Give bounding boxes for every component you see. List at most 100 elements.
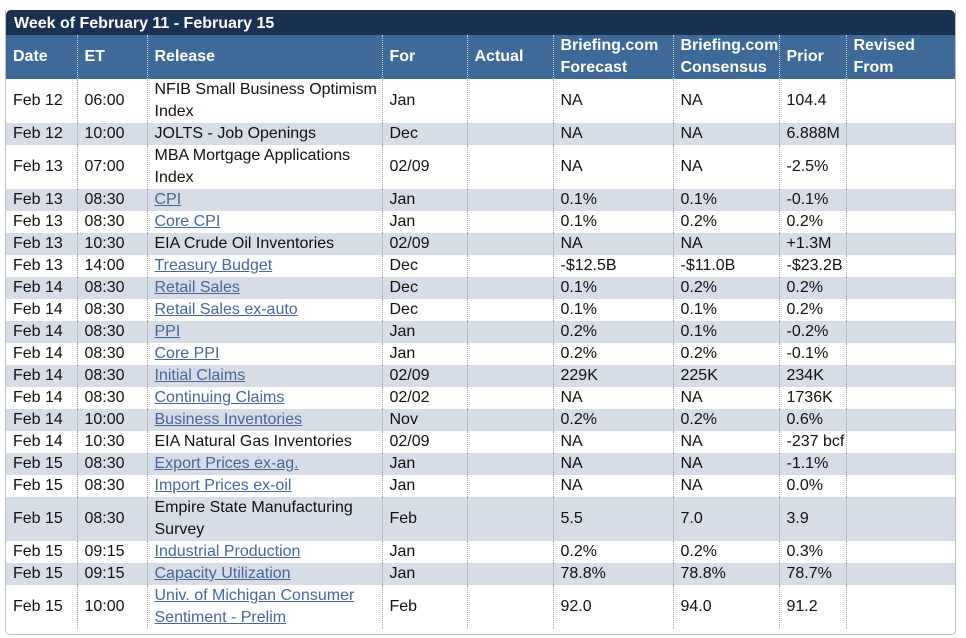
actual-cell: [467, 145, 554, 189]
revised-from-cell: [846, 585, 955, 629]
release-link[interactable]: CPI: [154, 191, 182, 208]
period-cell: Jan: [382, 79, 468, 123]
period-cell: Dec: [382, 123, 468, 145]
actual-cell: [467, 79, 554, 123]
date-cell: Feb 15: [6, 475, 78, 497]
release-link[interactable]: Import Prices ex-oil: [154, 477, 292, 494]
revised-from-cell: [846, 343, 955, 365]
release-cell: PPI: [147, 321, 383, 343]
release-link[interactable]: Retail Sales: [154, 279, 240, 296]
period-cell: Jan: [382, 453, 468, 475]
revised-from-cell: [846, 79, 955, 123]
actual-cell: [467, 541, 554, 563]
date-cell: Feb 15: [6, 563, 78, 585]
revised-from-cell: [846, 233, 955, 255]
consensus-cell: NA: [673, 233, 780, 255]
release-link[interactable]: Core PPI: [154, 345, 220, 362]
actual-cell: [467, 585, 554, 629]
col-header-actual: Actual: [467, 35, 554, 79]
revised-from-cell: [846, 541, 955, 563]
revised-from-cell: [846, 387, 955, 409]
actual-cell: [467, 233, 554, 255]
revised-from-cell: [846, 211, 955, 233]
table-row: Feb 13 08:30 CPI Jan 0.1% 0.1% -0.1%: [6, 189, 955, 211]
date-cell: Feb 14: [6, 321, 78, 343]
forecast-cell: NA: [553, 475, 674, 497]
actual-cell: [467, 123, 554, 145]
prior-cell: 0.2%: [779, 277, 847, 299]
consensus-cell: 0.2%: [673, 409, 780, 431]
actual-cell: [467, 563, 554, 585]
forecast-cell: NA: [553, 387, 674, 409]
release-cell: Retail Sales ex-auto: [147, 299, 383, 321]
period-cell: Jan: [382, 321, 468, 343]
date-cell: Feb 14: [6, 277, 78, 299]
revised-from-cell: [846, 563, 955, 585]
table-row: Feb 14 08:30 Core PPI Jan 0.2% 0.2% -0.1%: [6, 343, 955, 365]
table-row: Feb 15 09:15 Industrial Production Jan 0.2% 0…: [6, 541, 955, 563]
release-link[interactable]: PPI: [154, 323, 181, 340]
calendar-table: Date ET Release For Actual Briefing.com …: [6, 35, 955, 629]
col-header-forecast: Briefing.com Forecast: [553, 35, 674, 79]
release-cell: Treasury Budget: [147, 255, 383, 277]
time-cell: 08:30: [77, 475, 148, 497]
release-link[interactable]: Export Prices ex-ag.: [154, 455, 299, 472]
release-cell: NFIB Small Business Optimism Index: [147, 79, 383, 123]
forecast-cell: -$12.5B: [553, 255, 674, 277]
forecast-cell: 0.2%: [553, 409, 674, 431]
table-row: Feb 15 08:30 Export Prices ex-ag. Jan NA NA -1…: [6, 453, 955, 475]
time-cell: 08:30: [77, 321, 148, 343]
week-title: Week of February 11 - February 15: [6, 10, 955, 35]
release-link[interactable]: Core CPI: [154, 213, 221, 230]
release-link[interactable]: Retail Sales ex-auto: [154, 301, 298, 318]
revised-from-cell: [846, 321, 955, 343]
actual-cell: [467, 497, 554, 541]
actual-cell: [467, 255, 554, 277]
revised-from-cell: [846, 409, 955, 431]
time-cell: 08:30: [77, 387, 148, 409]
release-link[interactable]: Industrial Production: [154, 543, 301, 560]
release-link[interactable]: Univ. of Michigan Consumer Sentiment - P…: [154, 587, 355, 626]
release-cell: CPI: [147, 189, 383, 211]
prior-cell: 0.2%: [779, 211, 847, 233]
time-cell: 14:00: [77, 255, 148, 277]
period-cell: Nov: [382, 409, 468, 431]
consensus-cell: -$11.0B: [673, 255, 780, 277]
prior-cell: -0.1%: [779, 189, 847, 211]
release-link[interactable]: Treasury Budget: [154, 257, 273, 274]
revised-from-cell: [846, 123, 955, 145]
release-cell: Industrial Production: [147, 541, 383, 563]
period-cell: 02/02: [382, 387, 468, 409]
top-right-link[interactable]: [868, 0, 958, 2]
time-cell: 08:30: [77, 365, 148, 387]
col-header-et: ET: [77, 35, 148, 79]
prior-cell: 0.6%: [779, 409, 847, 431]
prior-cell: -0.2%: [779, 321, 847, 343]
consensus-cell: 0.1%: [673, 321, 780, 343]
forecast-cell: NA: [553, 453, 674, 475]
release-cell: Core CPI: [147, 211, 383, 233]
actual-cell: [467, 321, 554, 343]
time-cell: 08:30: [77, 343, 148, 365]
prior-cell: -0.1%: [779, 343, 847, 365]
period-cell: Jan: [382, 475, 468, 497]
revised-from-cell: [846, 189, 955, 211]
release-cell: Retail Sales: [147, 277, 383, 299]
date-cell: Feb 14: [6, 365, 78, 387]
period-cell: 02/09: [382, 145, 468, 189]
release-link[interactable]: Capacity Utilization: [154, 565, 291, 582]
time-cell: 09:15: [77, 563, 148, 585]
release-cell: EIA Natural Gas Inventories: [147, 431, 383, 453]
table-row: Feb 13 14:00 Treasury Budget Dec -$12.5B -$11…: [6, 255, 955, 277]
period-cell: Dec: [382, 255, 468, 277]
period-cell: Dec: [382, 299, 468, 321]
consensus-cell: 7.0: [673, 497, 780, 541]
release-link[interactable]: Continuing Claims: [154, 389, 285, 406]
actual-cell: [467, 453, 554, 475]
release-link[interactable]: Initial Claims: [154, 367, 246, 384]
date-cell: Feb 12: [6, 123, 78, 145]
col-header-prior: Prior: [779, 35, 847, 79]
period-cell: Dec: [382, 277, 468, 299]
release-link[interactable]: Business Inventories: [154, 411, 303, 428]
date-cell: Feb 14: [6, 387, 78, 409]
